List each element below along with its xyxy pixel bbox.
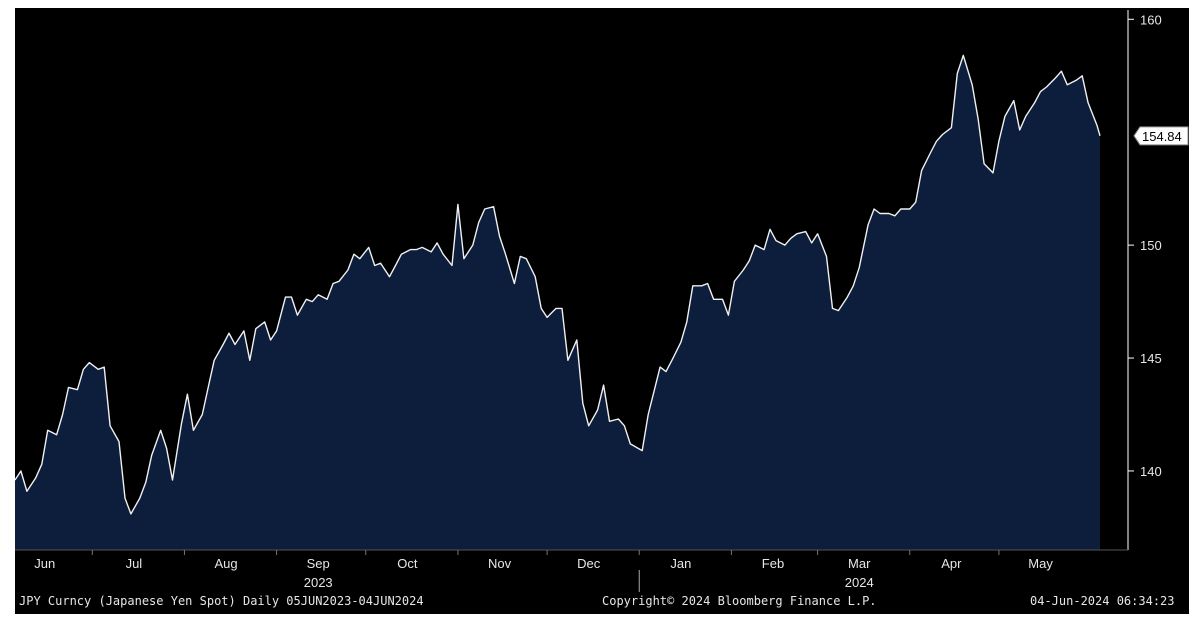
x-tick-label-feb: Feb (762, 556, 784, 571)
y-tick-label-140: 140 (1140, 464, 1162, 479)
footer-security-label: JPY Curncy (Japanese Yen Spot) Daily 05J… (19, 594, 424, 608)
x-tick-label-jan: Jan (670, 556, 691, 571)
x-tick-label-oct: Oct (397, 556, 418, 571)
y-tick-label-160: 160 (1140, 12, 1162, 27)
y-tick-label-150: 150 (1140, 238, 1162, 253)
x-tick-label-may: May (1028, 556, 1053, 571)
price-area (15, 55, 1100, 551)
x-tick-label-jun: Jun (34, 556, 55, 571)
chart-frame: 160 150 145 140 154.84 Jun Jul Aug Sep Oct Nov Dec J… (15, 8, 1189, 614)
last-value-tag (1133, 126, 1189, 146)
x-tick-label-aug: Aug (214, 556, 237, 571)
x-tick-label-sep: Sep (307, 556, 330, 571)
year-label-2024: 2024 (845, 575, 874, 590)
year-label-2023: 2023 (304, 575, 333, 590)
x-tick-label-dec: Dec (577, 556, 601, 571)
x-tick-label-mar: Mar (848, 556, 871, 571)
price-line (15, 54, 1101, 515)
y-tick-label-145: 145 (1140, 351, 1162, 366)
last-value-label: 154.84 (1142, 129, 1182, 144)
x-tick-label-nov: Nov (488, 556, 512, 571)
x-tick-label-apr: Apr (941, 556, 962, 571)
footer-timestamp: 04-Jun-2024 06:34:23 (1030, 594, 1175, 608)
chart-svg: 160 150 145 140 154.84 Jun Jul Aug Sep Oct Nov Dec J… (15, 10, 1189, 592)
x-tick-label-jul: Jul (126, 556, 143, 571)
footer-copyright: Copyright© 2024 Bloomberg Finance L.P. (602, 594, 877, 608)
